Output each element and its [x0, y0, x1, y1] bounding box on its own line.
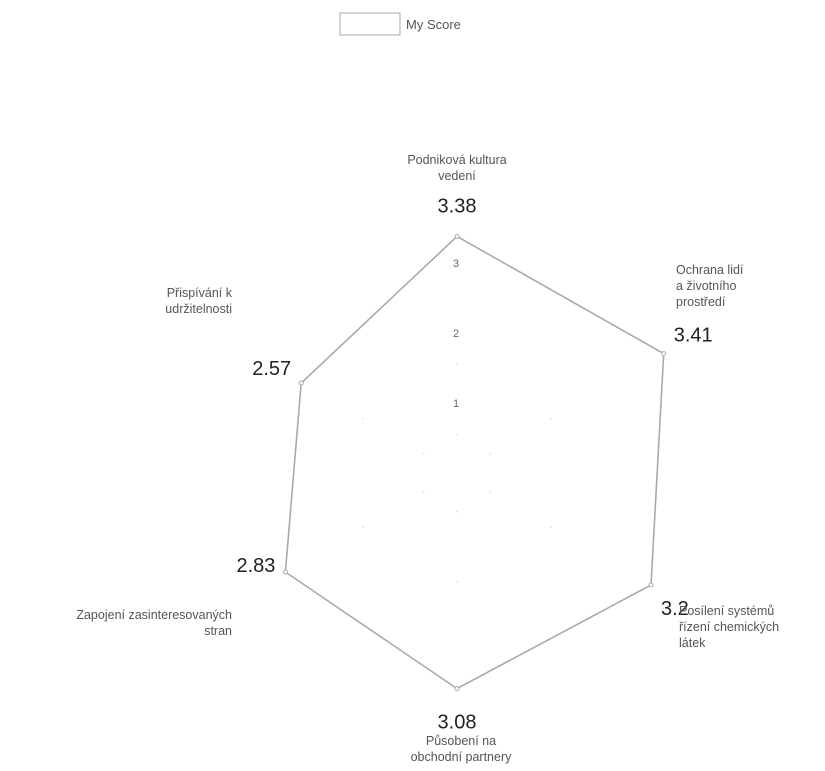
- value-label: 3.41: [674, 325, 713, 347]
- grid-dot: [456, 510, 458, 513]
- axis-label: Ochrana lidí: [676, 263, 744, 277]
- axis-label: Zapojení zasinteresovaných: [76, 608, 232, 622]
- value-label: 3.08: [438, 712, 477, 734]
- value-label: 3.38: [438, 195, 477, 217]
- tick-label: 1: [453, 398, 459, 410]
- grid-dot: [550, 417, 552, 420]
- grid-dot: [489, 452, 492, 455]
- grid-dot: [456, 433, 458, 436]
- grid-dot: [422, 491, 425, 494]
- value-label: 2.83: [237, 555, 276, 577]
- data-point: [298, 380, 304, 386]
- tick-label: 2: [453, 328, 459, 340]
- data-point: [454, 233, 460, 239]
- grid-dot: [456, 363, 458, 366]
- grid-dot: [456, 580, 458, 583]
- value-label: 3.2: [661, 598, 689, 620]
- data-point: [454, 686, 460, 692]
- grid-dot: [422, 452, 425, 455]
- axis-label: Přispívání k: [167, 286, 233, 300]
- grid-dot: [362, 526, 364, 529]
- data-point: [282, 569, 288, 575]
- axis-label: Podniková kultura: [407, 153, 506, 167]
- grid-dot: [550, 526, 552, 529]
- axis-label: Působení na: [426, 734, 496, 748]
- axis-label: vedení: [438, 169, 476, 183]
- axis-label: udržitelnosti: [165, 302, 232, 316]
- axis-label: látek: [679, 636, 706, 650]
- axis-label: Posílení systémů: [679, 604, 774, 618]
- legend: My Score: [339, 12, 461, 36]
- tick-label: 3: [453, 258, 459, 270]
- series-polygon: [284, 235, 665, 690]
- axis-label: obchodní partnery: [411, 750, 513, 764]
- axis-label: a životního: [676, 279, 737, 293]
- plot-area: 1 2 3 3.38 3.41 3.2 3.08 2.83 2.57 Podniková kult…: [76, 153, 779, 764]
- value-label: 2.57: [252, 358, 291, 380]
- legend-entry: My Score: [406, 17, 461, 32]
- grid-dot: [362, 417, 364, 420]
- axis-label: prostředí: [676, 295, 726, 309]
- data-point: [661, 351, 667, 357]
- axis-label: stran: [204, 624, 232, 638]
- data-point: [648, 582, 654, 588]
- legend-swatch: [339, 12, 401, 36]
- axis-label: řízení chemických: [679, 620, 779, 634]
- grid-dot: [489, 491, 492, 494]
